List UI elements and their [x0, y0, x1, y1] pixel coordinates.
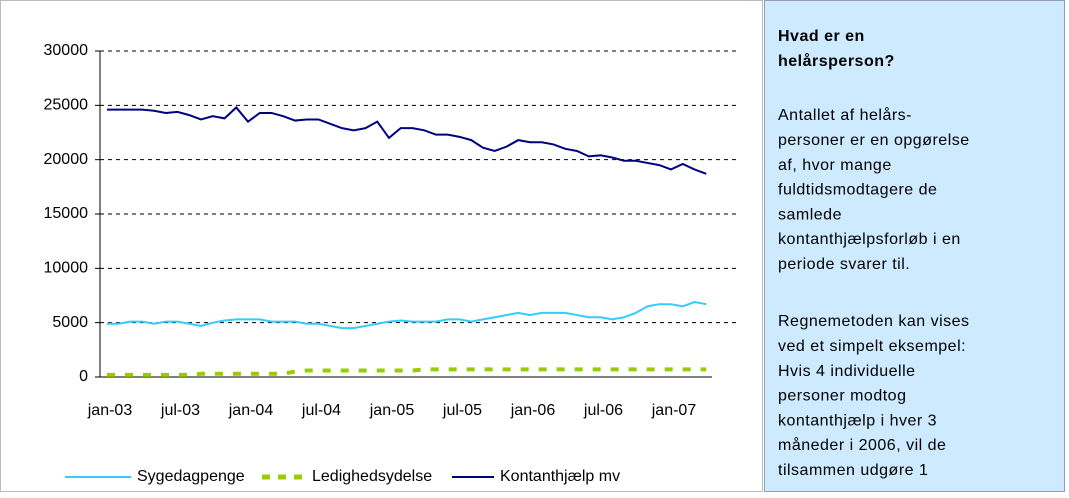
chart-frame [0, 0, 763, 492]
legend-label: Ledighedsydelse [312, 468, 432, 485]
sidebar-text: periode svarer til. [778, 256, 910, 273]
sidebar-text: kontanthjælpsforløb i en [778, 231, 961, 248]
x-tick-label: jul-06 [583, 402, 623, 419]
series-line [107, 300, 707, 330]
sidebar-text: ved et simpelt eksempel: [778, 338, 966, 355]
sidebar-text: kontanthjælp i hver 3 [778, 412, 937, 429]
sidebar-text: af, hvor mange [778, 157, 892, 174]
y-tick-label: 20000 [44, 151, 89, 168]
sidebar-text: personer modtog [778, 388, 906, 405]
sidebar-title: Hvad er en [778, 28, 865, 45]
sidebar-title: helårsperson? [778, 52, 895, 70]
series-line [107, 106, 707, 175]
y-tick-label: 10000 [44, 260, 89, 277]
sidebar-panel [764, 0, 1065, 492]
sidebar: Hvad er en helårsperson? Antallet af helår… [778, 28, 970, 479]
x-tick-label: jan-04 [228, 402, 274, 419]
x-tick-label: jul-03 [160, 402, 200, 419]
sidebar-text: personer er en opgørelse [778, 132, 970, 149]
y-tick-label: 15000 [44, 205, 89, 222]
x-tick-label: jan-03 [87, 402, 133, 419]
sidebar-text: Hvis 4 individuelle [778, 363, 916, 380]
x-tick-label: jan-06 [510, 402, 556, 419]
sidebar-text: Antallet af helårs- [778, 106, 912, 124]
y-tick-label: 30000 [44, 42, 89, 59]
sidebar-text: Regnemetoden kan vises [778, 313, 970, 330]
sidebar-text: fuldtidsmodtagere de [778, 182, 937, 199]
legend-label: Kontanthjælp mv [500, 468, 620, 485]
sidebar-text: tilsammen udgøre 1 [778, 462, 928, 479]
y-tick-label: 25000 [44, 97, 89, 114]
sidebar-text: samlede [778, 206, 842, 223]
x-tick-label: jan-05 [369, 402, 415, 419]
x-tick-label: jul-05 [442, 402, 482, 419]
x-tick-label: jul-04 [301, 402, 341, 419]
y-tick-label: 5000 [52, 314, 88, 331]
y-tick-label: 0 [79, 368, 88, 385]
x-tick-label: jan-07 [651, 402, 697, 419]
legend-label: Sygedagpenge [137, 468, 245, 485]
sidebar-text: måneder i 2006, vil de [778, 436, 946, 454]
